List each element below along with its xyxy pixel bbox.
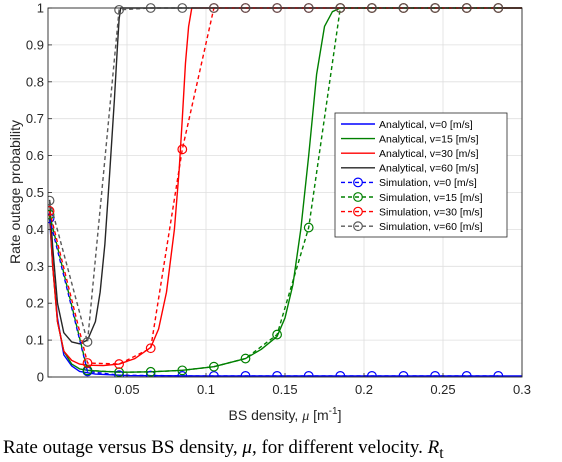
x-tick-label: 0.1 xyxy=(197,382,215,397)
legend: Analytical, v=0 [m/s] Analytical, v=15 [m… xyxy=(334,112,508,238)
data-point xyxy=(272,370,282,377)
y-tick-label: 0.8 xyxy=(26,74,44,89)
y-axis-label: Rate outage probability xyxy=(7,120,23,264)
data-point xyxy=(82,365,93,376)
legend-entry: Analytical, v=30 [m/s] xyxy=(341,148,479,160)
y-tick-label: 0.3 xyxy=(26,259,44,274)
data-point xyxy=(114,359,124,369)
y-tick-label: 0.5 xyxy=(26,185,44,200)
ticks xyxy=(48,7,523,378)
y-tick-label: 0.2 xyxy=(26,296,44,311)
series-4 xyxy=(48,7,522,345)
legend-marker xyxy=(353,221,363,232)
y-tick-label: 0.9 xyxy=(26,37,44,52)
legend-entry: Analytical, v=15 [m/s] xyxy=(341,133,479,145)
y-tick-label: 1 xyxy=(37,1,44,16)
legend-label: Analytical, v=60 [m/s] xyxy=(379,163,479,175)
series-line xyxy=(48,7,499,373)
data-point xyxy=(272,329,283,340)
legend-entry: Simulation, v=15 [m/s] xyxy=(341,192,483,204)
x-tick-label: 0.2 xyxy=(355,382,373,397)
x-tick-label: 0.15 xyxy=(272,382,297,397)
y-tick-label: 0.7 xyxy=(26,111,44,126)
series-3 xyxy=(48,7,522,367)
data-point xyxy=(430,370,440,377)
data-point xyxy=(82,337,93,347)
series-line xyxy=(48,7,522,367)
data-point xyxy=(48,213,55,224)
legend-label: Analytical, v=15 [m/s] xyxy=(379,133,479,145)
legend-entry: Simulation, v=0 [m/s] xyxy=(341,177,477,189)
legend-entry: Analytical, v=60 [m/s] xyxy=(341,163,479,175)
x-tick-label: 0.3 xyxy=(513,382,531,397)
data-point xyxy=(240,370,251,377)
series-line xyxy=(48,7,522,345)
legend-entry: Analytical, v=0 [m/s] xyxy=(341,119,473,131)
chart: 0.05 0.1 0.15 0.2 0.25 0.3 0 0.1 0.2 0.3 0.4 0.5 0.6… xyxy=(7,1,531,425)
y-tick-label: 0.6 xyxy=(26,148,44,163)
legend-label: Analytical, v=0 [m/s] xyxy=(379,119,473,131)
data-point xyxy=(114,370,124,377)
data-point xyxy=(208,361,219,372)
data-point xyxy=(177,370,188,377)
data-point xyxy=(177,144,188,155)
data-point xyxy=(145,343,156,354)
data-point xyxy=(335,370,346,377)
data-point xyxy=(145,370,156,377)
legend-entry: Simulation, v=60 [m/s] xyxy=(341,221,483,233)
tick-labels: 0.05 0.1 0.15 0.2 0.25 0.3 0 0.1 0.2 0.3 0.4 0.5 0.6… xyxy=(26,1,531,398)
data-point xyxy=(493,370,504,377)
figure-caption: Rate outage versus BS density, μ, for di… xyxy=(3,437,444,462)
data-point xyxy=(461,370,472,377)
legend-marker xyxy=(353,206,363,217)
data-point xyxy=(303,370,314,377)
legend-label: Analytical, v=30 [m/s] xyxy=(379,148,479,160)
series-5 xyxy=(48,213,504,377)
legend-label: Simulation, v=0 [m/s] xyxy=(379,177,477,189)
data-point xyxy=(48,195,55,206)
legend-label: Simulation, v=15 [m/s] xyxy=(379,192,483,204)
legend-box xyxy=(334,112,508,238)
legend-marker xyxy=(353,192,363,202)
data-point xyxy=(177,365,188,376)
data-point xyxy=(398,370,409,377)
legend-label: Simulation, v=30 [m/s] xyxy=(379,206,483,218)
y-tick-label: 0.4 xyxy=(26,222,44,237)
data-point xyxy=(48,206,55,216)
y-tick-label: 0 xyxy=(37,370,44,385)
x-tick-label: 0.25 xyxy=(430,382,455,397)
x-tick-label: 0.05 xyxy=(114,382,139,397)
data-point xyxy=(240,353,251,364)
legend-entry: Simulation, v=30 [m/s] xyxy=(341,206,483,218)
legend-label: Simulation, v=60 [m/s] xyxy=(379,221,483,233)
data-point xyxy=(367,370,377,377)
y-tick-label: 0.1 xyxy=(26,333,44,348)
data-point xyxy=(303,222,314,233)
data-point xyxy=(145,366,156,377)
x-axis-label: BS density, μ [m-1] xyxy=(229,406,342,424)
legend-marker xyxy=(353,177,363,188)
data-point xyxy=(209,370,219,377)
data-point xyxy=(114,4,124,15)
data-point xyxy=(82,358,93,368)
